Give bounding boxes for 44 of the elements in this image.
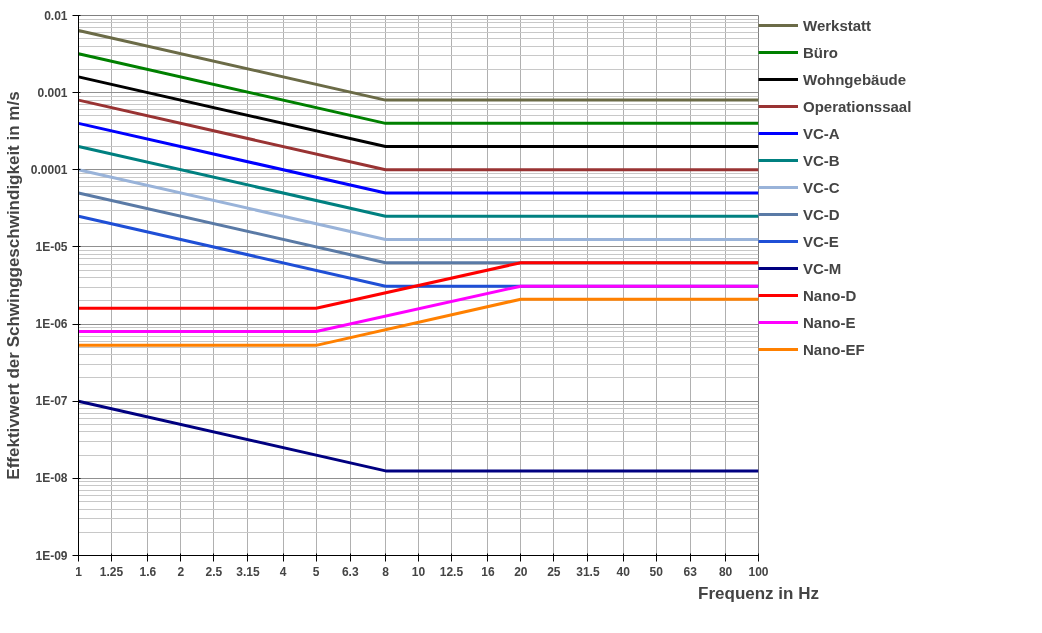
x-tick-label: 40 <box>616 564 631 579</box>
legend-label: VC-C <box>803 178 840 196</box>
y-tick-label: 0.0001 <box>30 162 68 177</box>
x-tick-label: 80 <box>718 564 733 579</box>
x-tick-label: 16 <box>481 564 495 579</box>
y-axis-title: Effektivwert der Schwinggeschwindigkeit in m/s <box>3 91 23 480</box>
y-tick-label: 1E-07 <box>35 394 68 409</box>
x-tick-label: 25 <box>547 564 561 579</box>
x-tick-label: 6.3 <box>341 564 359 579</box>
x-tick-label: 63 <box>683 564 698 579</box>
legend-label: Nano-EF <box>803 340 865 358</box>
x-tick-label: 4 <box>279 564 287 579</box>
x-tick-label: 10 <box>411 564 426 579</box>
legend-label: Nano-E <box>803 313 856 331</box>
x-axis-title: Frequenz in Hz <box>698 583 819 603</box>
legend-label: VC-B <box>803 151 840 169</box>
x-tick-label: 20 <box>514 564 528 579</box>
legend-label: Wohngebäude <box>803 70 907 88</box>
legend-label: Operationssaal <box>803 97 912 115</box>
legend-label: VC-M <box>803 259 842 277</box>
x-tick-label: 50 <box>649 564 664 579</box>
x-tick-label: 100 <box>748 564 769 579</box>
x-tick-label: 31.5 <box>576 564 600 579</box>
x-tick-label: 2 <box>177 564 185 579</box>
x-tick-label: 1.25 <box>99 564 124 579</box>
y-tick-label: 1E-08 <box>35 471 68 486</box>
y-tick-label: 1E-09 <box>35 548 68 563</box>
legend-label: VC-D <box>803 205 840 223</box>
y-tick-label: 0.01 <box>44 8 68 23</box>
x-tick-label: 1.6 <box>139 564 157 579</box>
legend-label: VC-E <box>803 232 839 250</box>
x-tick-label: 1 <box>75 564 83 579</box>
x-tick-label: 5 <box>312 564 320 579</box>
y-tick-label: 0.001 <box>37 85 68 100</box>
x-tick-label: 2.5 <box>205 564 223 579</box>
x-tick-label: 3.15 <box>236 564 260 579</box>
legend-label: Werkstatt <box>803 16 872 34</box>
legend-label: Büro <box>803 43 838 61</box>
x-tick-label: 8 <box>382 564 390 579</box>
y-tick-label: 1E-06 <box>35 317 68 332</box>
x-tick-label: 12.5 <box>439 564 464 579</box>
legend-label: VC-A <box>803 124 840 142</box>
legend-label: Nano-D <box>803 286 857 304</box>
y-tick-label: 1E-05 <box>35 239 68 254</box>
